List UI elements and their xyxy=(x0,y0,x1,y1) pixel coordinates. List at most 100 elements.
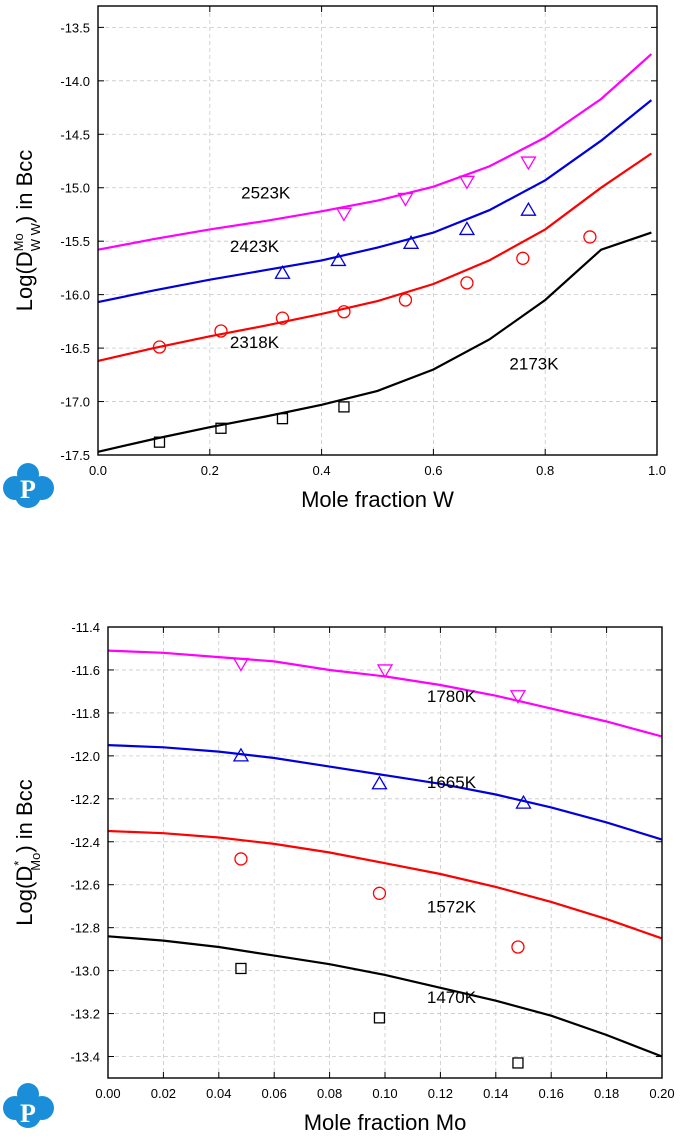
x-tick-label: 0.8 xyxy=(536,463,554,478)
data-point-2318K xyxy=(460,276,474,290)
curve-label-1572K: 1572K xyxy=(427,898,477,917)
y-tick-label: -12.2 xyxy=(70,792,100,807)
data-point-1470K xyxy=(373,1012,386,1024)
y-tick-label: -15.0 xyxy=(60,181,90,196)
data-point-2523K xyxy=(520,156,537,171)
y-tick-label: -14.5 xyxy=(60,127,90,142)
data-point-2523K xyxy=(397,192,414,207)
y-axis-title: Log(D* Mo) in Bcc xyxy=(11,779,43,925)
y-axis-title-subscript: W W xyxy=(28,222,43,251)
x-tick-label: 0.0 xyxy=(89,463,107,478)
y-tick-label: -11.8 xyxy=(71,706,100,721)
y-axis-title: Log(DMo W W) in Bcc xyxy=(11,150,43,312)
y-axis-title-subscript: Mo xyxy=(28,853,43,871)
x-tick-label: 0.20 xyxy=(649,1086,674,1101)
x-tick-label: 0.16 xyxy=(539,1086,564,1101)
data-point-1572K xyxy=(511,940,525,954)
data-point-2318K xyxy=(337,305,351,319)
logo-letter: P xyxy=(20,475,36,504)
curve-label-2423K: 2423K xyxy=(230,237,280,256)
data-point-2173K xyxy=(153,436,166,448)
series-curve-2318K xyxy=(97,152,653,362)
curve-label-1780K: 1780K xyxy=(427,687,477,706)
curve-label-2318K: 2318K xyxy=(230,333,280,352)
data-point-2318K xyxy=(214,324,228,338)
x-axis-title: Mole fraction W xyxy=(301,487,454,512)
y-tick-label: -11.4 xyxy=(71,620,100,635)
plot-frame xyxy=(97,5,658,456)
curve-label-1470K: 1470K xyxy=(427,988,477,1007)
logo-cloud-lobe xyxy=(15,1102,41,1128)
y-tick-label: -17.0 xyxy=(60,395,90,410)
data-point-2318K xyxy=(516,251,530,265)
data-point-2173K xyxy=(276,413,289,425)
data-point-1572K xyxy=(372,886,387,900)
data-point-1665K xyxy=(371,775,388,790)
data-point-1665K xyxy=(232,747,250,762)
x-tick-label: 0.2 xyxy=(201,463,219,478)
data-point-1572K xyxy=(234,852,248,866)
data-point-2318K xyxy=(398,293,413,307)
y-tick-label: -13.2 xyxy=(70,1007,100,1022)
data-point-2423K xyxy=(520,201,537,216)
data-point-1780K xyxy=(376,664,394,679)
data-point-2318K xyxy=(152,340,167,354)
y-axis-title-text: ) in Bcc xyxy=(12,150,37,223)
y-tick-label: -17.5 xyxy=(60,448,90,463)
data-point-2523K xyxy=(335,207,353,222)
data-point-2173K xyxy=(338,401,350,413)
series-curve-1470K xyxy=(107,935,663,1058)
data-point-2318K xyxy=(583,230,597,244)
chart-tungsten-diffusion: 2523K 2423K 2318K 2173K 0.0 0.2 0.4 0.6 0.8 1.0 -1… xyxy=(11,5,666,512)
y-tick-label: -15.5 xyxy=(60,234,90,249)
logo-cloud-lobe xyxy=(15,482,41,508)
series-curve-1572K xyxy=(107,829,663,940)
y-axis-title-text: ) in Bcc xyxy=(12,779,37,852)
data-point-1665K xyxy=(515,794,532,809)
x-axis-title: Mole fraction Mo xyxy=(304,1110,467,1135)
data-point-1470K xyxy=(235,962,247,975)
cloud-p-logo: P xyxy=(3,463,54,508)
data-point-2318K xyxy=(275,311,290,325)
curve-label-2523K: 2523K xyxy=(241,183,291,202)
y-tick-label: -13.0 xyxy=(70,964,100,979)
chart-molybdenum-self-diffusion: 1780K 1665K 1572K 1470K 0.00 0.02 0.04 0.06 0.08… xyxy=(11,620,675,1135)
y-axis-title-superscript: Mo xyxy=(11,233,26,251)
x-tick-label: 0.12 xyxy=(428,1086,453,1101)
x-tick-label: 0.18 xyxy=(594,1086,619,1101)
y-tick-label: -12.0 xyxy=(70,749,100,764)
cloud-p-logo: P xyxy=(3,1083,54,1128)
y-tick-label: -12.4 xyxy=(70,835,100,850)
data-point-1780K xyxy=(509,690,527,705)
x-tick-label: 0.10 xyxy=(372,1086,397,1101)
y-tick-label: -13.4 xyxy=(70,1050,100,1065)
data-point-1470K xyxy=(512,1057,524,1069)
curve-label-2173K: 2173K xyxy=(509,354,559,373)
y-axis-title-superscript: * xyxy=(11,861,26,866)
x-tick-label: 1.0 xyxy=(648,463,666,478)
y-axis-title-text: Log(D xyxy=(12,866,37,926)
y-tick-label: -16.0 xyxy=(60,288,90,303)
data-point-1780K xyxy=(232,657,250,672)
data-point-2423K xyxy=(458,221,476,236)
x-tick-label: 0.04 xyxy=(206,1086,231,1101)
y-tick-label: -13.5 xyxy=(60,20,90,35)
series-curve-2523K xyxy=(97,53,653,251)
y-axis-title-text: Log(D xyxy=(12,251,37,311)
x-tick-label: 0.06 xyxy=(262,1086,287,1101)
series-curve-2173K xyxy=(97,231,652,453)
x-tick-label: 0.00 xyxy=(95,1086,120,1101)
x-tick-label: 0.08 xyxy=(317,1086,342,1101)
y-tick-label: -14.0 xyxy=(60,74,90,89)
data-point-2423K xyxy=(402,235,420,249)
data-point-2173K xyxy=(215,422,227,434)
y-tick-label: -12.6 xyxy=(70,878,100,893)
data-point-2423K xyxy=(330,252,347,267)
y-tick-label: -11.6 xyxy=(71,663,100,678)
curve-label-1665K: 1665K xyxy=(427,773,477,792)
x-tick-label: 0.02 xyxy=(151,1086,176,1101)
logo-letter: P xyxy=(20,1099,36,1128)
series-curve-1665K xyxy=(107,744,663,841)
x-tick-label: 0.6 xyxy=(424,463,442,478)
